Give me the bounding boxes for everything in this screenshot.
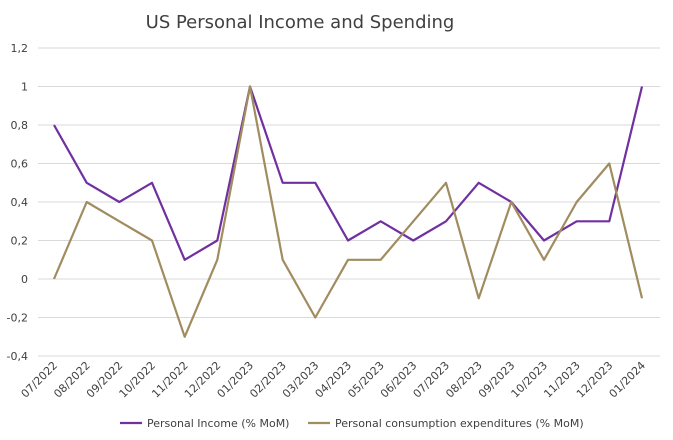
y-tick-label: 0,4 <box>11 196 29 209</box>
series-line-personal-income <box>53 85 644 261</box>
chart-title: US Personal Income and Spending <box>146 12 455 33</box>
x-axis-tick-labels: 07/202208/202209/202210/202211/202212/20… <box>19 359 649 401</box>
y-tick-label: 1,2 <box>11 42 29 55</box>
y-tick-label: 0,8 <box>11 119 29 132</box>
legend-item-consumption-expenditures: Personal consumption expenditures (% MoM… <box>308 417 584 430</box>
y-tick-label: -0,4 <box>7 350 28 363</box>
y-tick-label: 0 <box>21 273 28 286</box>
gridlines <box>38 47 660 357</box>
legend-label: Personal consumption expenditures (% MoM… <box>335 417 584 430</box>
x-tick-label: 01/2024 <box>607 359 649 401</box>
legend-label: Personal Income (% MoM) <box>147 417 289 430</box>
y-tick-label: 0,6 <box>11 158 29 171</box>
y-tick-label: 1 <box>21 81 28 94</box>
series-line-consumption-expenditures <box>52 85 644 338</box>
legend-item-personal-income: Personal Income (% MoM) <box>120 417 289 430</box>
series-lines <box>52 85 644 338</box>
legend: Personal Income (% MoM) Personal consumpt… <box>120 417 584 430</box>
y-tick-label: 0,2 <box>11 235 29 248</box>
y-tick-label: -0,2 <box>7 312 28 325</box>
y-axis-tick-labels: 1,2 1 0,8 0,6 0,4 0,2 0 -0,2 -0,4 <box>7 42 28 363</box>
